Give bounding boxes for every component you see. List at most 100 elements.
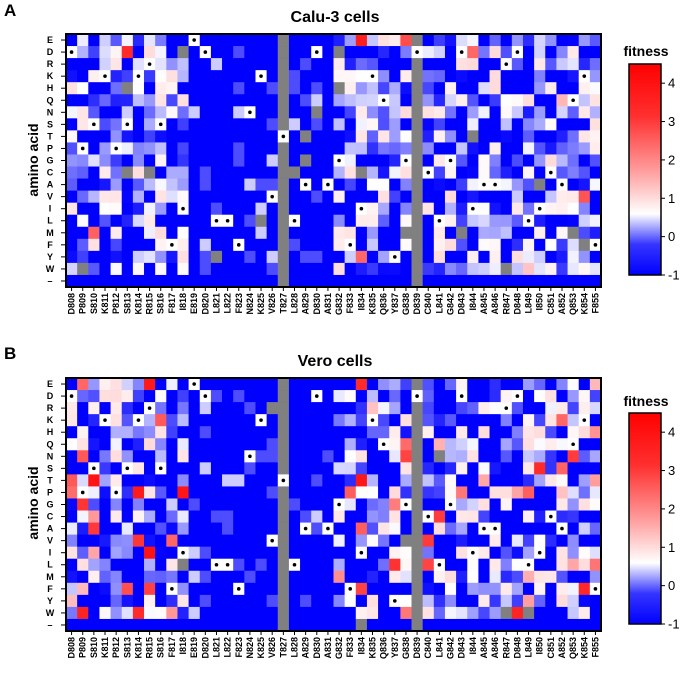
colorbar-tick-label: 2 xyxy=(668,501,675,516)
wildtype-dot xyxy=(359,550,364,555)
heatmap-cell xyxy=(199,106,212,119)
heatmap-cell xyxy=(88,426,100,439)
heatmap-cell xyxy=(411,378,424,391)
heatmap-cell xyxy=(210,510,223,523)
heatmap-cell xyxy=(266,510,279,523)
heatmap-cell xyxy=(467,414,479,427)
heatmap-cell xyxy=(366,570,379,584)
heatmap-cell xyxy=(132,498,145,511)
heatmap-cell xyxy=(110,94,123,107)
heatmap-cell xyxy=(244,462,256,475)
heatmap-cell xyxy=(478,594,490,608)
heatmap-cell xyxy=(366,46,379,59)
heatmap-cell xyxy=(444,474,457,487)
heatmap-cell xyxy=(99,190,111,204)
heatmap-cell xyxy=(589,226,602,240)
heatmap-cell xyxy=(210,58,223,71)
heatmap-cell xyxy=(400,70,412,83)
heatmap-cell xyxy=(277,582,290,596)
heatmap-cell xyxy=(467,498,479,511)
heatmap-cell xyxy=(166,118,178,131)
heatmap-cell xyxy=(556,70,568,83)
column-label: L821 xyxy=(211,637,221,658)
heatmap-cell xyxy=(522,106,535,119)
heatmap-cell xyxy=(489,250,502,264)
heatmap-cell xyxy=(366,426,379,439)
heatmap-cell xyxy=(233,474,245,487)
heatmap-cell xyxy=(166,274,178,288)
heatmap-cell xyxy=(578,130,591,143)
heatmap-cell xyxy=(121,58,134,71)
heatmap-cell xyxy=(266,546,279,560)
column-label: L822 xyxy=(223,637,233,658)
heatmap-cell xyxy=(121,82,134,95)
heatmap-cell xyxy=(233,522,245,535)
heatmap-cell xyxy=(144,510,156,523)
heatmap-cell xyxy=(456,522,468,535)
wildtype-dot xyxy=(493,182,497,187)
heatmap-cell xyxy=(333,534,345,548)
heatmap-cell xyxy=(489,618,502,632)
heatmap-cell xyxy=(222,70,234,83)
heatmap-cell xyxy=(132,402,145,415)
heatmap-cell xyxy=(300,238,312,252)
heatmap-cell xyxy=(578,534,591,548)
row-label: N xyxy=(47,107,54,117)
heatmap-cell xyxy=(333,70,345,83)
heatmap-cell xyxy=(121,274,134,288)
heatmap-cell xyxy=(66,378,78,391)
heatmap-cell xyxy=(99,178,111,191)
heatmap-cell xyxy=(489,606,502,620)
heatmap-cell xyxy=(121,546,134,560)
heatmap-cell xyxy=(255,486,267,499)
heatmap-cell xyxy=(77,178,89,191)
column-label: K811 xyxy=(100,293,110,314)
heatmap-cell xyxy=(433,594,446,608)
heatmap-cell xyxy=(467,582,479,596)
heatmap-cell xyxy=(266,250,279,264)
wildtype-dot xyxy=(248,110,252,115)
wildtype-dot xyxy=(103,418,107,422)
heatmap-cell xyxy=(210,178,223,191)
heatmap-cell xyxy=(467,438,479,451)
heatmap-cell xyxy=(110,426,123,439)
heatmap-cell xyxy=(188,178,201,191)
heatmap-cell xyxy=(478,214,490,228)
heatmap-cell xyxy=(511,474,524,487)
heatmap-cell xyxy=(199,166,212,179)
row-label: W xyxy=(46,264,55,274)
column-label: E819 xyxy=(189,293,199,314)
heatmap-cell xyxy=(444,606,457,620)
heatmap-cell xyxy=(534,414,546,427)
heatmap-cell xyxy=(155,154,167,167)
heatmap-cell xyxy=(522,34,535,47)
heatmap-cell xyxy=(199,378,212,391)
heatmap-cell xyxy=(300,570,312,584)
heatmap-cell xyxy=(333,226,345,240)
wildtype-dot xyxy=(370,74,375,78)
heatmap-cell xyxy=(400,402,412,415)
column-label: F817 xyxy=(167,293,177,314)
heatmap-cell xyxy=(255,238,267,252)
heatmap-cell xyxy=(355,498,368,511)
heatmap-cell xyxy=(155,94,167,107)
heatmap-cell xyxy=(556,594,568,608)
heatmap-cell xyxy=(433,106,446,119)
heatmap-cell xyxy=(456,582,468,596)
heatmap-cell xyxy=(433,130,446,143)
heatmap-cell xyxy=(199,582,212,596)
heatmap-cell xyxy=(467,558,479,572)
heatmap-cell xyxy=(444,118,457,131)
heatmap-cell xyxy=(422,250,435,264)
wildtype-dot xyxy=(181,550,185,555)
row-label: D xyxy=(47,47,54,57)
row-label: E xyxy=(47,35,53,45)
heatmap-cell xyxy=(411,214,424,228)
heatmap-cell xyxy=(400,34,412,47)
heatmap-cell xyxy=(444,262,457,276)
wildtype-dot xyxy=(114,490,118,495)
heatmap-cell xyxy=(355,142,368,155)
heatmap-cell xyxy=(188,498,201,511)
heatmap-cell xyxy=(300,414,312,427)
heatmap-cell xyxy=(88,390,100,403)
